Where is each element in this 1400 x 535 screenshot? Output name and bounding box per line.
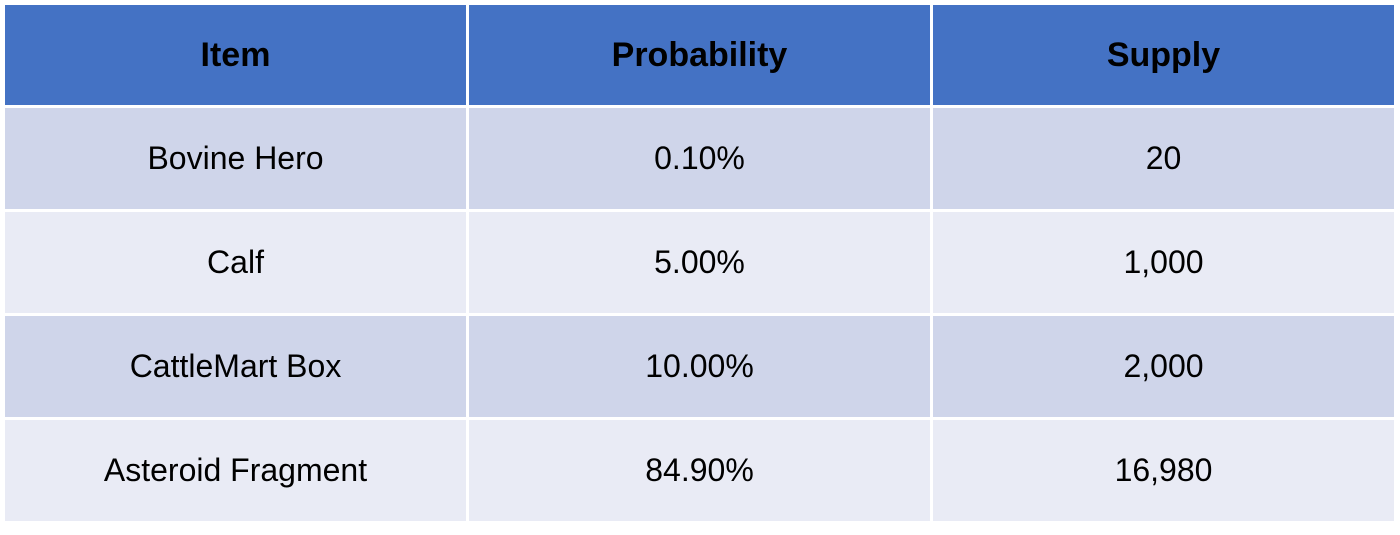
cell-supply: 20 xyxy=(930,105,1397,212)
cell-item: CattleMart Box xyxy=(2,313,469,420)
cell-supply: 16,980 xyxy=(930,417,1397,524)
header-probability: Probability xyxy=(466,2,933,108)
cell-supply: 1,000 xyxy=(930,209,1397,316)
cell-probability: 0.10% xyxy=(466,105,933,212)
cell-item: Calf xyxy=(2,209,469,316)
table-header: Item Probability Supply xyxy=(2,2,1397,108)
cell-probability: 5.00% xyxy=(466,209,933,316)
header-item: Item xyxy=(2,2,469,108)
drop-rate-table-container: Item Probability Supply Bovine Hero 0.10… xyxy=(2,2,1397,524)
table-row: Calf 5.00% 1,000 xyxy=(2,209,1397,316)
header-supply: Supply xyxy=(930,2,1397,108)
header-row: Item Probability Supply xyxy=(2,2,1397,108)
cell-probability: 84.90% xyxy=(466,417,933,524)
table-row: Asteroid Fragment 84.90% 16,980 xyxy=(2,417,1397,524)
cell-supply: 2,000 xyxy=(930,313,1397,420)
cell-item: Bovine Hero xyxy=(2,105,469,212)
cell-probability: 10.00% xyxy=(466,313,933,420)
table-row: Bovine Hero 0.10% 20 xyxy=(2,105,1397,212)
table-row: CattleMart Box 10.00% 2,000 xyxy=(2,313,1397,420)
drop-rate-table: Item Probability Supply Bovine Hero 0.10… xyxy=(2,2,1397,524)
table-body: Bovine Hero 0.10% 20 Calf 5.00% 1,000 Ca… xyxy=(2,105,1397,524)
cell-item: Asteroid Fragment xyxy=(2,417,469,524)
